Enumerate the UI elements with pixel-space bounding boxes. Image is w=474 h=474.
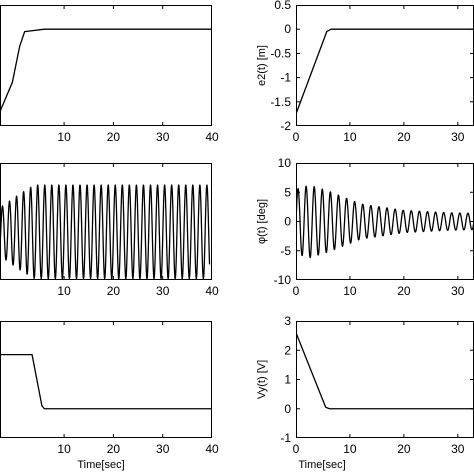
x-axis-label: Time[sec]	[298, 459, 345, 471]
series-line	[0, 28, 212, 112]
plot-frame	[0, 163, 212, 280]
x-tick-label: 10	[57, 442, 71, 456]
x-tick-label: 30	[156, 284, 170, 298]
panel-bl: 10 20 30 40 Time[sec]	[0, 321, 219, 471]
series-line	[296, 28, 474, 115]
x-tick-label: 30	[451, 130, 465, 144]
y-tick-label: 10	[278, 156, 292, 170]
y-tick-label: 0.5	[274, 0, 291, 12]
panel-mr: 0 10 20 30 10 5 0 -5 -10 φ(t) [deg]	[256, 156, 474, 298]
x-tick-label: 10	[343, 284, 357, 298]
series-line	[0, 353, 212, 410]
x-tick-label: 20	[107, 130, 121, 144]
plot-frame	[296, 321, 474, 438]
y-tick-label: 2	[284, 343, 291, 357]
panel-tl: 10 20 30 40	[0, 5, 219, 144]
y-tick-label: -0.5	[270, 46, 291, 60]
panel-ml: 10 20 30 40	[0, 163, 219, 298]
series-line	[296, 185, 474, 259]
y-axis-label: φ(t) [deg]	[256, 199, 268, 244]
y-tick-label: 0	[284, 22, 291, 36]
y-axis-label: e2(t) [m]	[256, 45, 268, 86]
x-tick-label: 0	[293, 284, 300, 298]
y-tick-label: -1.5	[270, 95, 291, 109]
x-tick-label: 20	[107, 442, 121, 456]
x-tick-label: 40	[205, 284, 219, 298]
x-tick-label: 30	[156, 442, 170, 456]
y-tick-label: 3	[284, 314, 291, 328]
y-tick-label: 0	[284, 402, 291, 416]
x-tick-label: 30	[451, 442, 465, 456]
y-axis-label: Vy(t) [V]	[256, 360, 268, 399]
x-tick-label: 20	[107, 284, 121, 298]
series-line	[296, 332, 474, 410]
x-tick-label: 30	[156, 130, 170, 144]
series-line	[0, 184, 211, 280]
x-tick-label: 10	[57, 130, 71, 144]
x-tick-label: 20	[397, 284, 411, 298]
y-tick-label: -10	[274, 273, 292, 287]
y-tick-label: -2	[280, 119, 291, 133]
x-tick-label: 40	[205, 442, 219, 456]
x-tick-label: 0	[293, 130, 300, 144]
x-tick-label: 10	[57, 284, 71, 298]
y-tick-label: -1	[280, 431, 291, 445]
panel-tr: 0 10 20 30 0.5 0 -0.5 -1 -1.5 -2 e2(t) [m]	[256, 0, 474, 144]
y-tick-label: -5	[280, 244, 291, 258]
x-tick-label: 30	[451, 284, 465, 298]
y-tick-label: -1	[280, 71, 291, 85]
plot-frame	[0, 5, 212, 126]
plot-frame	[0, 321, 212, 438]
plot-frame	[296, 5, 474, 126]
y-tick-label: 1	[284, 373, 291, 387]
x-axis-label: Time[sec]	[77, 459, 124, 471]
x-tick-label: 20	[397, 130, 411, 144]
x-tick-label: 10	[343, 442, 357, 456]
x-tick-label: 20	[397, 442, 411, 456]
x-tick-label: 10	[343, 130, 357, 144]
x-tick-label: 0	[293, 442, 300, 456]
y-tick-label: 0	[284, 215, 291, 229]
x-tick-label: 40	[205, 130, 219, 144]
y-tick-label: 5	[284, 185, 291, 199]
